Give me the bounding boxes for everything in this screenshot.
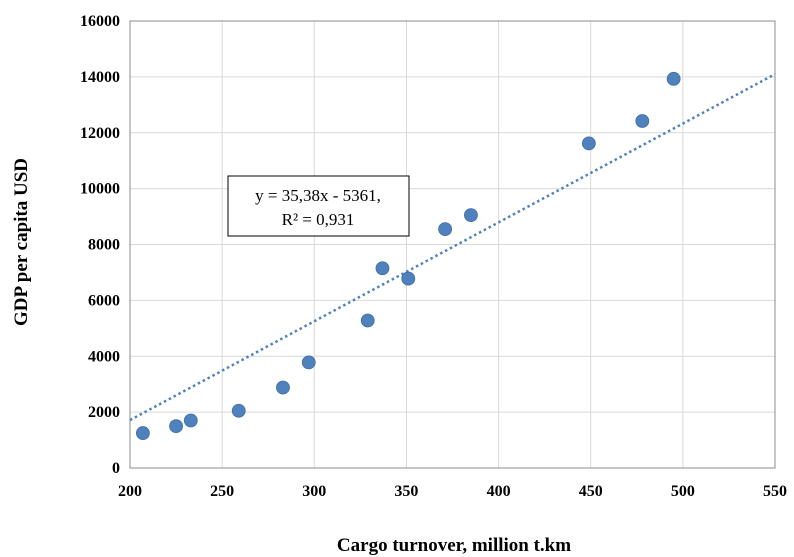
data-point xyxy=(231,403,246,418)
y-tick-label: 16000 xyxy=(80,13,120,30)
y-axis-ticks: 0 2000 4000 6000 8000 10000 12000 14000 16000 xyxy=(80,13,120,477)
y-tick-label: 12000 xyxy=(80,125,120,142)
x-tick-label: 300 xyxy=(302,483,326,500)
y-tick-label: 4000 xyxy=(88,348,120,365)
x-tick-label: 250 xyxy=(210,483,234,500)
y-tick-label: 2000 xyxy=(88,404,120,421)
trendline xyxy=(129,73,776,422)
x-tick-label: 200 xyxy=(118,483,142,500)
data-point xyxy=(401,271,416,286)
x-tick-label: 500 xyxy=(671,483,695,500)
x-axis-ticks: 200 250 300 350 400 450 500 550 xyxy=(118,483,787,500)
y-tick-label: 6000 xyxy=(88,292,120,309)
y-tick-label: 14000 xyxy=(80,69,120,86)
data-point xyxy=(438,222,453,237)
data-point xyxy=(360,313,375,328)
data-point xyxy=(464,208,478,223)
x-tick-label: 450 xyxy=(579,483,603,500)
data-points xyxy=(135,71,681,440)
y-tick-label: 0 xyxy=(112,460,120,477)
trendline-r-squared: R² = 0,931 xyxy=(282,210,355,229)
x-tick-label: 550 xyxy=(763,483,787,500)
data-point xyxy=(301,355,316,370)
data-point xyxy=(581,136,596,151)
plot-area-frame xyxy=(129,20,776,469)
y-axis-label: GDP per capita USD xyxy=(11,158,32,326)
data-point xyxy=(183,413,198,428)
grid-lines xyxy=(130,21,775,468)
data-point xyxy=(135,426,150,440)
data-point xyxy=(169,419,183,433)
trendline-equation: y = 35,38x - 5361, xyxy=(255,186,381,205)
y-tick-label: 10000 xyxy=(80,181,120,198)
data-point xyxy=(375,261,390,276)
trendline-equation-box: y = 35,38x - 5361, R² = 0,931 xyxy=(227,175,410,237)
x-tick-label: 350 xyxy=(394,483,418,500)
x-axis-label: Cargo turnover, million t.km xyxy=(337,535,571,556)
data-point xyxy=(666,71,681,86)
y-tick-label: 8000 xyxy=(88,237,120,254)
x-tick-label: 400 xyxy=(487,483,511,500)
equation-box-border xyxy=(227,175,410,237)
data-point xyxy=(635,114,650,128)
data-point xyxy=(276,380,290,395)
